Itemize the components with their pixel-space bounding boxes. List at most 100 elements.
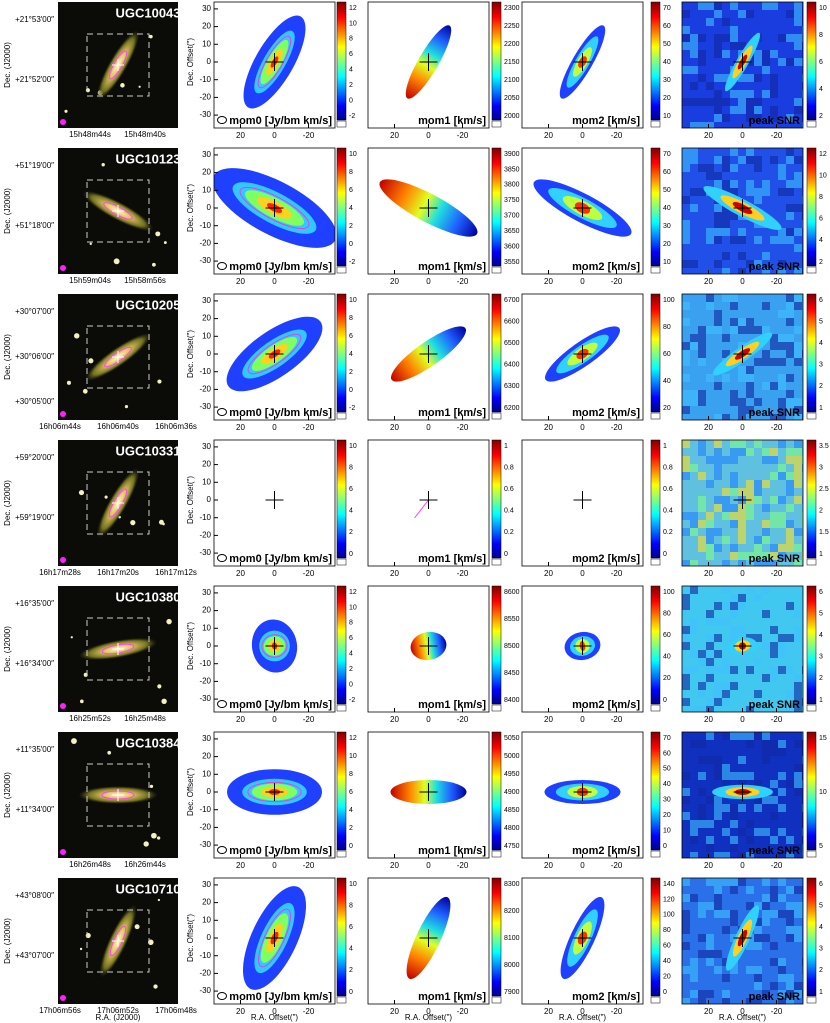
noise-pixel [730, 302, 738, 310]
noise-pixel [754, 74, 762, 82]
noise-pixel [778, 334, 786, 342]
noise-pixel [738, 398, 746, 406]
noise-pixel [762, 740, 770, 748]
noise-pixel [762, 748, 770, 756]
noise-pixel [746, 382, 754, 390]
noise-pixel [690, 740, 698, 748]
star [157, 379, 162, 384]
noise-pixel [794, 990, 802, 998]
colorbar-tick-label: 6 [349, 187, 353, 194]
x-tick-label: 0 [740, 861, 745, 870]
noise-pixel [690, 464, 698, 472]
noise-pixel [786, 10, 794, 18]
x-tick-label: 0 [426, 1007, 431, 1016]
star [85, 88, 90, 93]
noise-pixel [690, 520, 698, 528]
noise-pixel [762, 528, 770, 536]
noise-pixel [762, 732, 770, 740]
noise-pixel [698, 536, 706, 544]
noise-pixel [706, 878, 714, 886]
field-box [86, 33, 150, 97]
colorbar-end [806, 850, 817, 858]
dec-tick-label: +43°07′00″ [15, 951, 54, 960]
noise-pixel [770, 748, 778, 756]
noise-pixel [730, 90, 738, 98]
x-tick-label: 20 [390, 1007, 399, 1016]
dec-tick-label: +30°07′00″ [15, 307, 54, 316]
noise-pixel [786, 886, 794, 894]
noise-pixel [754, 796, 762, 804]
noise-pixel [786, 520, 794, 528]
noise-pixel [730, 472, 738, 480]
noise-pixel [778, 852, 786, 858]
colorbar-tick-label: 6700 [504, 297, 520, 304]
noise-pixel [746, 732, 754, 740]
noise-pixel [714, 682, 722, 690]
noise-pixel [802, 780, 803, 788]
noise-pixel [746, 740, 754, 748]
noise-pixel [802, 58, 803, 66]
noise-pixel [754, 236, 762, 244]
noise-pixel [738, 772, 746, 780]
noise-pixel [714, 236, 722, 244]
colorbar-tick-label: 2200 [504, 41, 520, 48]
colorbar-tick-label: 10 [819, 5, 827, 12]
noise-pixel [722, 164, 730, 172]
noise-pixel [714, 180, 722, 188]
x-tick-label: 0 [580, 277, 585, 286]
colorbar-tick-label: 6 [349, 51, 353, 58]
noise-pixel [762, 2, 770, 10]
y-tick-label: 20 [202, 752, 211, 761]
noise-pixel [682, 398, 690, 406]
noise-pixel [754, 106, 762, 114]
center-cross [733, 345, 752, 363]
dec-offset-label: Dec. Offset(") [186, 476, 195, 524]
x-tick-label: -20 [771, 715, 783, 724]
x-tick-label: 0 [426, 423, 431, 432]
center-cross [733, 491, 752, 509]
dec-tick-label: +11°35′00″ [16, 745, 54, 754]
noise-pixel [778, 966, 786, 974]
noise-pixel [730, 480, 738, 488]
x-tick-label: 20 [544, 861, 553, 870]
noise-pixel [770, 812, 778, 820]
noise-pixel [762, 268, 770, 274]
noise-pixel [778, 172, 786, 180]
noise-pixel [690, 122, 698, 128]
contour [239, 186, 310, 230]
noise-pixel [770, 472, 778, 480]
noise-pixel [786, 156, 794, 164]
center-cross [733, 929, 752, 947]
noise-pixel [698, 690, 706, 698]
y-tick-label: 30 [202, 880, 211, 889]
noise-pixel [706, 990, 714, 998]
noise-pixel [706, 796, 714, 804]
colorbar-tick-label: 50 [663, 187, 671, 194]
noise-pixel [706, 698, 714, 706]
noise-pixel [706, 942, 714, 950]
noise-pixel [754, 934, 762, 942]
noise-pixel [770, 456, 778, 464]
colorbar-tick-label: 8450 [504, 670, 520, 677]
noise-pixel [730, 164, 738, 172]
noise-pixel [738, 440, 746, 448]
noise-pixel [778, 748, 786, 756]
x-tick-label: -20 [611, 861, 623, 870]
noise-pixel [802, 90, 803, 98]
noise-pixel [770, 544, 778, 552]
star [113, 258, 120, 265]
x-tick-label: 0 [580, 423, 585, 432]
y-tick-label: 0 [207, 787, 212, 796]
noise-pixel [786, 350, 794, 358]
noise-pixel [746, 836, 754, 844]
noise-pixel [706, 164, 714, 172]
noise-pixel [682, 236, 690, 244]
beam [60, 265, 66, 271]
noise-pixel [794, 464, 802, 472]
colorbar-tick-label: 12 [349, 735, 357, 742]
ra-tick-label: 17h06m56s [39, 1006, 81, 1015]
noise-pixel [794, 456, 802, 464]
colorbar-tick-label: 4 [349, 651, 353, 658]
noise-pixel [682, 260, 690, 268]
